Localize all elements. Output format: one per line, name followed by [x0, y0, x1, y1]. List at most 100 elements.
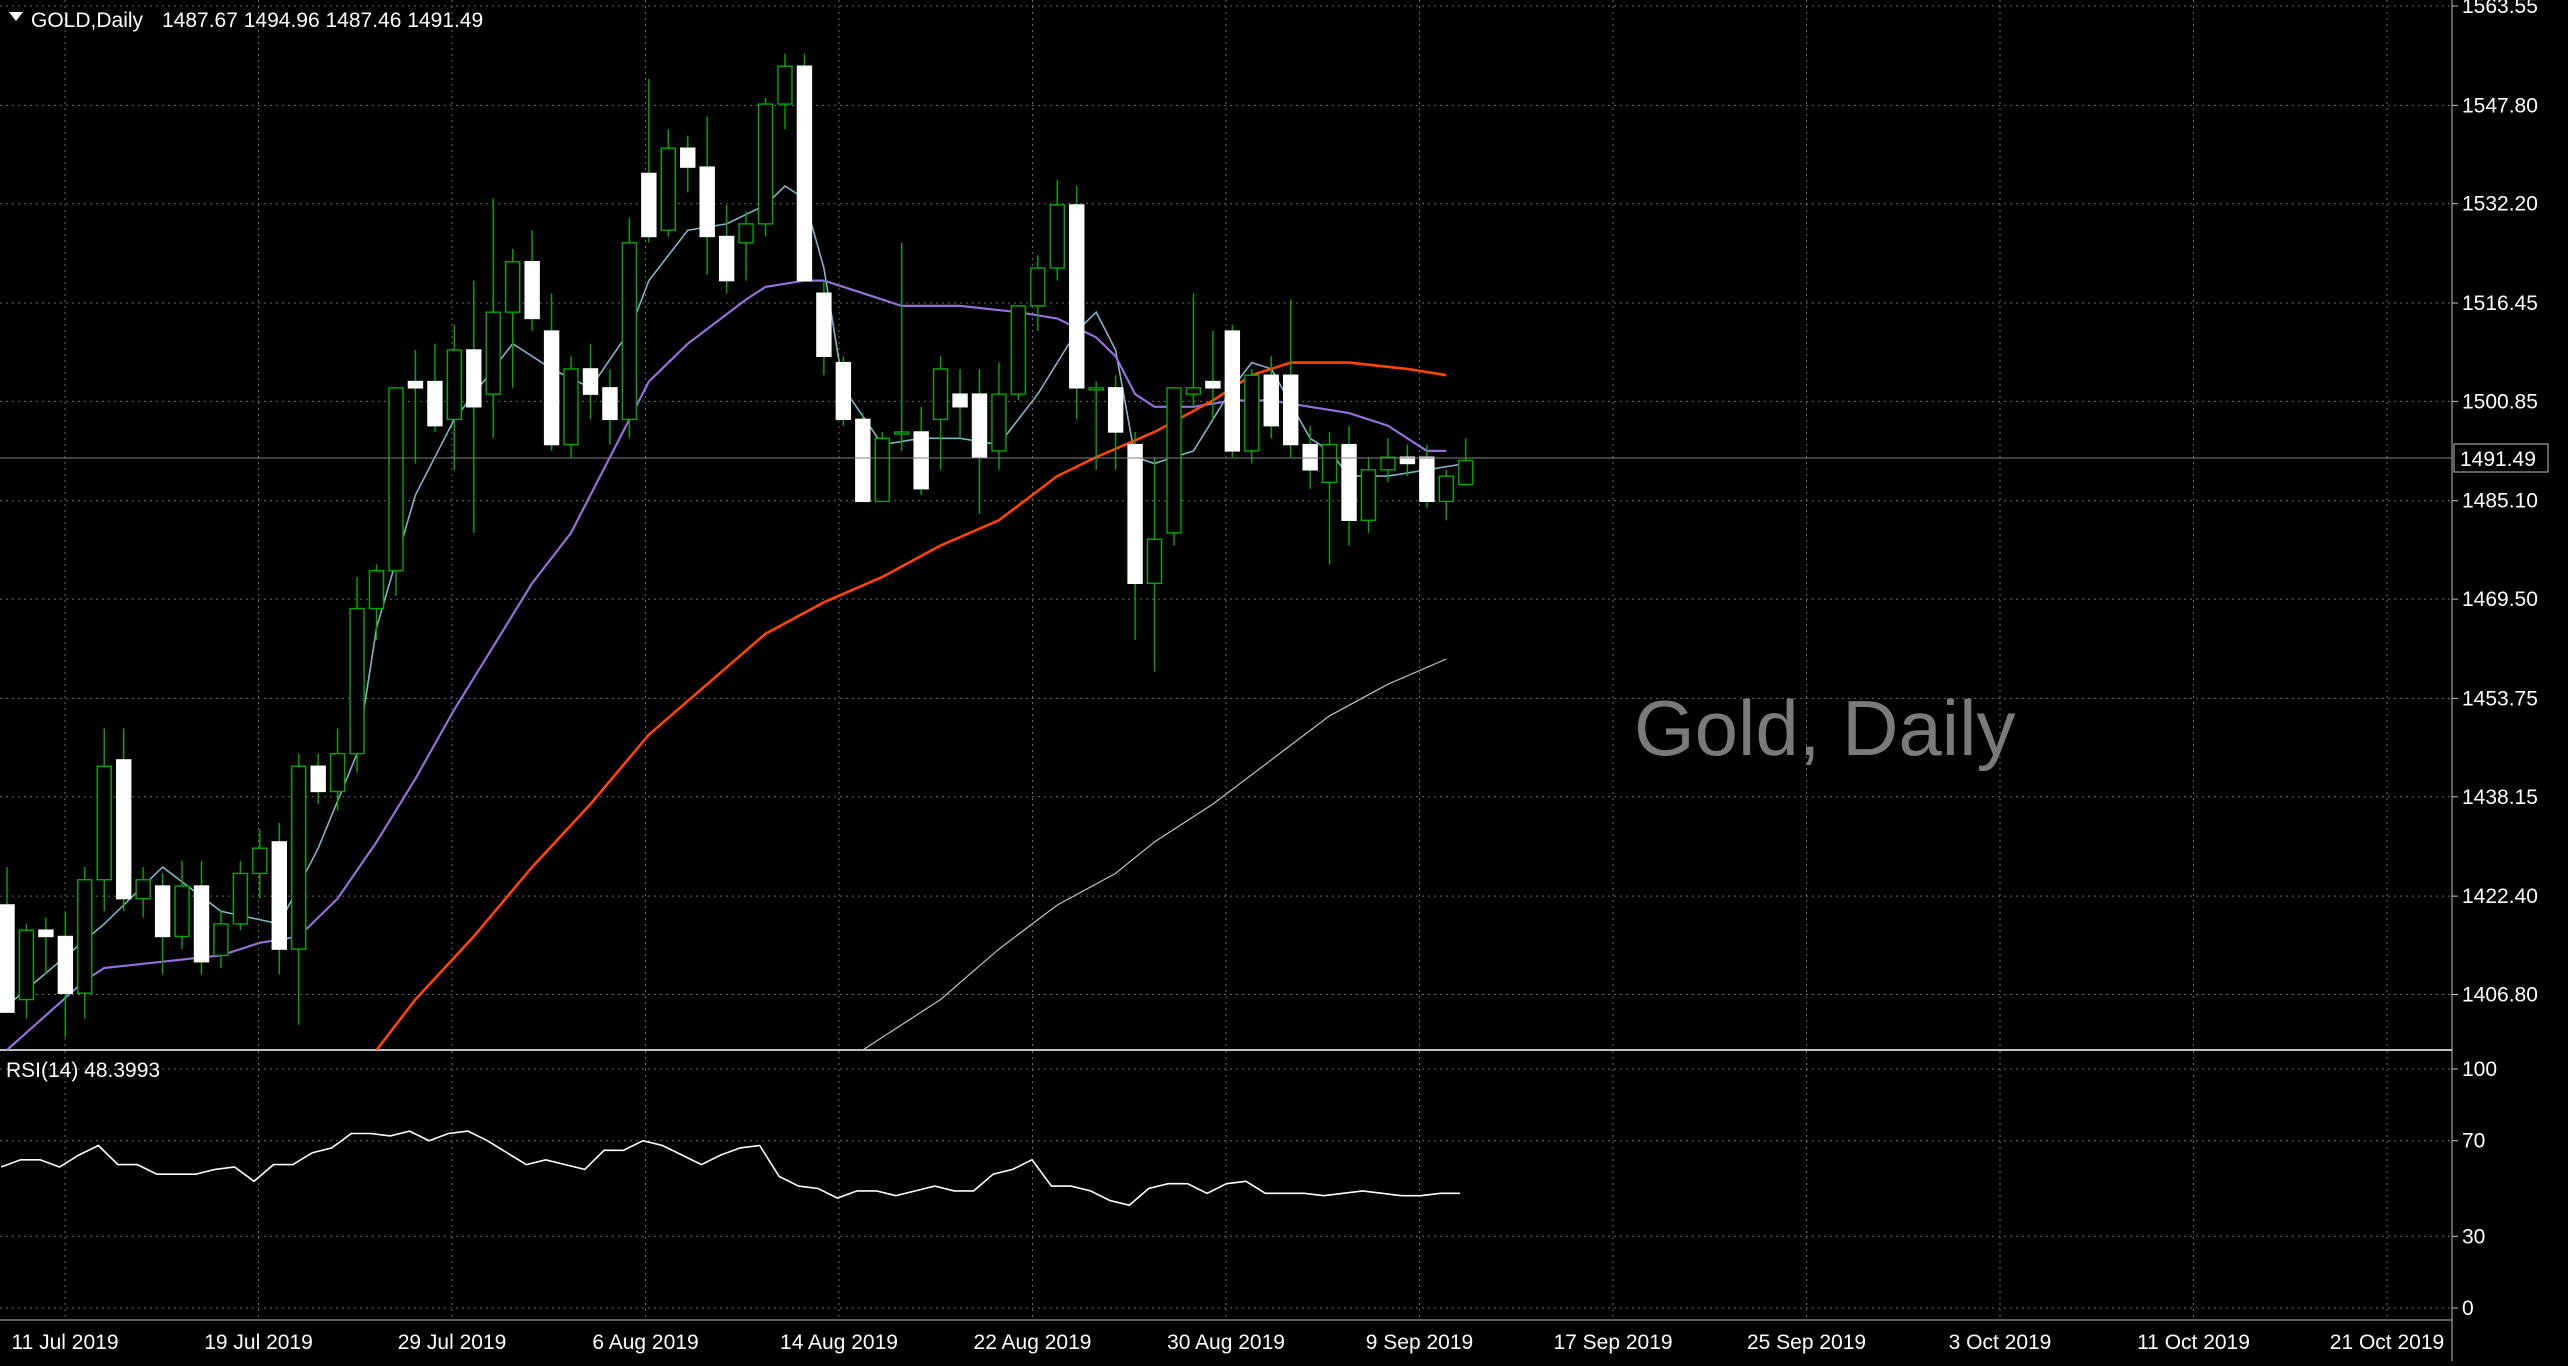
candle[interactable]	[835, 356, 852, 426]
candle[interactable]	[1263, 356, 1279, 439]
candle[interactable]	[1146, 457, 1163, 672]
candle[interactable]	[1049, 179, 1066, 281]
candle[interactable]	[368, 564, 385, 641]
candle-body-bear	[602, 387, 618, 421]
candle[interactable]	[1185, 293, 1202, 407]
candle[interactable]	[96, 728, 112, 912]
candle[interactable]	[660, 129, 676, 237]
candle[interactable]	[1341, 425, 1357, 546]
price-tick-label: 1453.75	[2462, 687, 2538, 710]
ohlc-values: 1487.67 1494.96 1487.46 1491.49	[162, 9, 483, 32]
candle[interactable]	[466, 280, 482, 533]
candle-body-bull	[291, 765, 307, 950]
candle[interactable]	[1030, 255, 1046, 332]
candle[interactable]	[135, 867, 151, 918]
candle[interactable]	[18, 923, 35, 1019]
candle[interactable]	[1302, 425, 1318, 489]
candle[interactable]	[796, 53, 813, 282]
candle[interactable]	[582, 343, 599, 420]
candle[interactable]	[680, 135, 696, 193]
candle[interactable]	[1107, 375, 1124, 470]
candle[interactable]	[913, 406, 929, 496]
candle[interactable]	[388, 387, 404, 596]
candle[interactable]	[485, 198, 501, 439]
candle-body-bear	[1205, 380, 1221, 389]
candle[interactable]	[329, 728, 346, 811]
candle[interactable]	[271, 822, 287, 975]
candle[interactable]	[38, 917, 54, 975]
candle[interactable]	[1321, 431, 1338, 565]
candle[interactable]	[1399, 444, 1416, 477]
candle[interactable]	[952, 368, 968, 439]
candle[interactable]	[57, 911, 74, 1038]
candle[interactable]	[1010, 305, 1027, 401]
candle[interactable]	[115, 728, 132, 912]
candle[interactable]	[349, 577, 365, 773]
candle[interactable]	[446, 324, 463, 470]
candle-body-bull	[660, 147, 676, 231]
candle-body-bear	[1399, 456, 1416, 465]
candle[interactable]	[1458, 438, 1474, 486]
candle[interactable]	[894, 242, 910, 451]
candle-body-bear	[835, 361, 852, 421]
candle-body-bull	[446, 349, 463, 421]
candle[interactable]	[1069, 186, 1085, 420]
candle[interactable]	[543, 293, 560, 451]
candle[interactable]	[816, 280, 832, 376]
candle[interactable]	[524, 230, 540, 332]
date-tick-label: 14 Aug 2019	[780, 1331, 898, 1354]
candle[interactable]	[232, 860, 249, 931]
candle[interactable]	[1205, 331, 1221, 420]
candle[interactable]	[641, 78, 657, 243]
candle[interactable]	[213, 911, 229, 969]
candle[interactable]	[1282, 299, 1299, 458]
candle[interactable]	[1360, 457, 1377, 533]
candle[interactable]	[505, 249, 521, 388]
candle[interactable]	[1244, 368, 1260, 464]
candle[interactable]	[1127, 431, 1143, 641]
price-tick-label: 1485.10	[2462, 490, 2538, 513]
candle[interactable]	[407, 350, 424, 464]
candle[interactable]	[291, 753, 307, 1025]
candle-body-bull	[1185, 387, 1202, 395]
ma-line-slow	[375, 361, 1447, 1050]
candle[interactable]	[1438, 469, 1455, 521]
candle[interactable]	[427, 343, 443, 432]
candle-body-bear	[524, 261, 540, 320]
symbol-label[interactable]: GOLD,Daily	[31, 9, 144, 32]
candle[interactable]	[563, 356, 579, 458]
candle[interactable]	[174, 860, 190, 950]
candle[interactable]	[1224, 324, 1241, 458]
candle[interactable]	[1166, 387, 1182, 546]
candle[interactable]	[621, 217, 638, 439]
candle[interactable]	[718, 204, 735, 294]
candle-body-bear	[466, 349, 482, 408]
candle[interactable]	[874, 431, 890, 503]
candle-body-bull	[96, 765, 112, 881]
candle[interactable]	[757, 97, 774, 237]
candle[interactable]	[154, 873, 171, 975]
candle[interactable]	[699, 116, 715, 275]
candle[interactable]	[932, 356, 949, 470]
candle[interactable]	[602, 368, 618, 445]
symbol-dropdown-icon[interactable]	[9, 12, 23, 21]
candle[interactable]	[193, 860, 210, 975]
candle[interactable]	[971, 368, 988, 514]
candle[interactable]	[738, 211, 754, 281]
candle[interactable]	[310, 753, 326, 805]
candle[interactable]	[991, 362, 1007, 470]
candle[interactable]	[1380, 438, 1396, 483]
candle[interactable]	[855, 413, 871, 503]
candle-body-bear	[543, 330, 560, 446]
candles[interactable]	[0, 53, 1474, 1038]
date-tick-label: 17 Sep 2019	[1553, 1331, 1672, 1354]
candle[interactable]	[252, 829, 268, 899]
candle[interactable]	[1088, 381, 1104, 470]
candle[interactable]	[1419, 444, 1435, 508]
candle[interactable]	[777, 53, 793, 130]
candle[interactable]	[77, 867, 93, 1019]
price-tick-label: 1469.50	[2462, 588, 2538, 611]
candle[interactable]	[0, 867, 15, 1013]
